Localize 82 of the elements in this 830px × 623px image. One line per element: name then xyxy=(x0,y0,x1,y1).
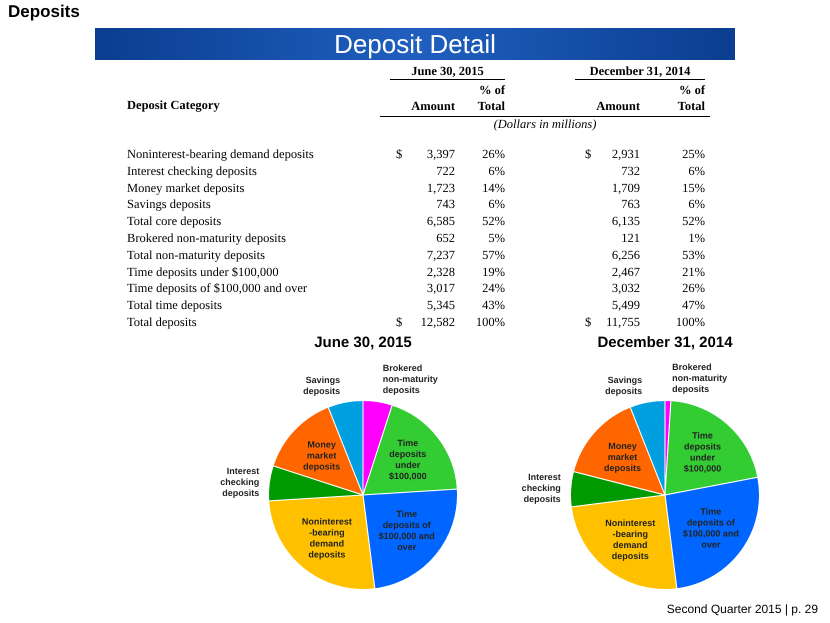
slice-label: Brokered non-maturity deposits xyxy=(672,362,728,394)
text: $ 3,397 xyxy=(396,147,455,161)
category-label: Interest checking deposits xyxy=(127,164,257,178)
slice-label: Time deposits under $100,000 xyxy=(684,430,722,474)
text: Deposit Detail xyxy=(95,28,735,60)
slice-label: Time deposits under $100,000 xyxy=(389,438,427,482)
slice-label: Noninterest -bearing demand deposits xyxy=(302,516,352,560)
text: Deposits xyxy=(8,2,80,22)
text: 26% xyxy=(482,147,505,161)
category-label: Money market deposits xyxy=(127,180,244,195)
text: December 31, 2014 xyxy=(575,64,705,80)
text: 743 xyxy=(436,197,455,212)
slice-label: Money market deposits xyxy=(604,440,641,473)
slice-label: Interest checking deposits xyxy=(522,472,561,504)
category-label: Time deposits under $100,000 xyxy=(127,264,279,279)
text: 7,237 xyxy=(426,248,455,262)
text: 3,032 xyxy=(612,281,640,296)
category-label: Total time deposits xyxy=(127,298,222,312)
slice-label: Noninterest -bearing demand deposits xyxy=(605,518,656,561)
text: 25% xyxy=(682,147,705,161)
category-label: Amount xyxy=(410,98,455,114)
text: 52% xyxy=(482,214,505,228)
text: 15% xyxy=(682,180,705,195)
text: $ 11,755 xyxy=(585,315,640,329)
category-label: Total non-maturity deposits xyxy=(127,248,265,262)
category-label: % of Total xyxy=(476,82,505,114)
chart-title: June 30, 2015 xyxy=(313,334,413,351)
slice-label: Time deposits of $100,000 and over xyxy=(378,509,435,552)
text: 732 xyxy=(621,164,640,178)
text: Deposit Category xyxy=(127,98,220,113)
text: June 30, 2015 xyxy=(390,64,505,80)
category-label: Total deposits xyxy=(127,315,197,329)
text: 5% xyxy=(488,231,505,245)
text: 6% xyxy=(488,197,505,212)
text: 763 xyxy=(621,197,640,212)
text: 1,723 xyxy=(426,180,455,195)
text: 6% xyxy=(488,164,505,178)
text: 19% xyxy=(482,264,505,279)
category-label: Amount xyxy=(595,98,640,114)
chart-title: December 31, 2014 xyxy=(596,334,734,351)
text: 6,135 xyxy=(612,214,640,228)
text: 24% xyxy=(482,281,505,296)
slice-label: Time deposits of $100,000 and over xyxy=(682,506,739,550)
text: 5,499 xyxy=(612,298,640,312)
text: $ 2,931 xyxy=(585,147,640,161)
category-label: Savings deposits xyxy=(127,197,211,212)
text: 53% xyxy=(682,248,705,262)
slice-label: Money market deposits xyxy=(303,440,340,472)
text: 1% xyxy=(688,231,705,245)
text: 6,585 xyxy=(426,214,455,228)
text: 43% xyxy=(482,298,505,312)
text: 3,017 xyxy=(426,281,455,296)
category-label: Brokered non-maturity deposits xyxy=(127,231,286,245)
text: 6,256 xyxy=(612,248,640,262)
category-label: Noninterest-bearing demand deposits xyxy=(127,147,314,161)
category-label: Total core deposits xyxy=(127,214,222,228)
text: 6% xyxy=(688,197,705,212)
slice-label: Brokered non-maturity deposits xyxy=(382,363,438,396)
text: 2,328 xyxy=(426,264,455,279)
text: 121 xyxy=(621,231,640,245)
slice-label: Savings deposits xyxy=(303,374,340,396)
text: 57% xyxy=(482,248,505,262)
text: (Dollars in millions) xyxy=(380,116,710,132)
text: 652 xyxy=(436,231,455,245)
text: 2,467 xyxy=(612,264,640,279)
text: 14% xyxy=(482,180,505,195)
slice-label: Interest checking deposits xyxy=(220,466,260,498)
text: 21% xyxy=(682,264,705,279)
category-label: % of Total xyxy=(676,82,705,114)
text: 722 xyxy=(436,164,455,178)
slice-label: Savings deposits xyxy=(605,374,642,396)
text: 47% xyxy=(682,298,705,312)
text: 6% xyxy=(688,164,705,178)
text: $ 12,582 xyxy=(396,315,455,329)
text: 5,345 xyxy=(426,298,455,312)
text: 52% xyxy=(682,214,705,228)
category-label: Time deposits of $100,000 and over xyxy=(127,281,308,296)
text: 100% xyxy=(476,315,505,329)
text: Second Quarter 2015 | p. 29 xyxy=(666,602,818,616)
text: 26% xyxy=(682,281,705,296)
text: 1,709 xyxy=(612,180,640,195)
text: 100% xyxy=(676,315,705,329)
